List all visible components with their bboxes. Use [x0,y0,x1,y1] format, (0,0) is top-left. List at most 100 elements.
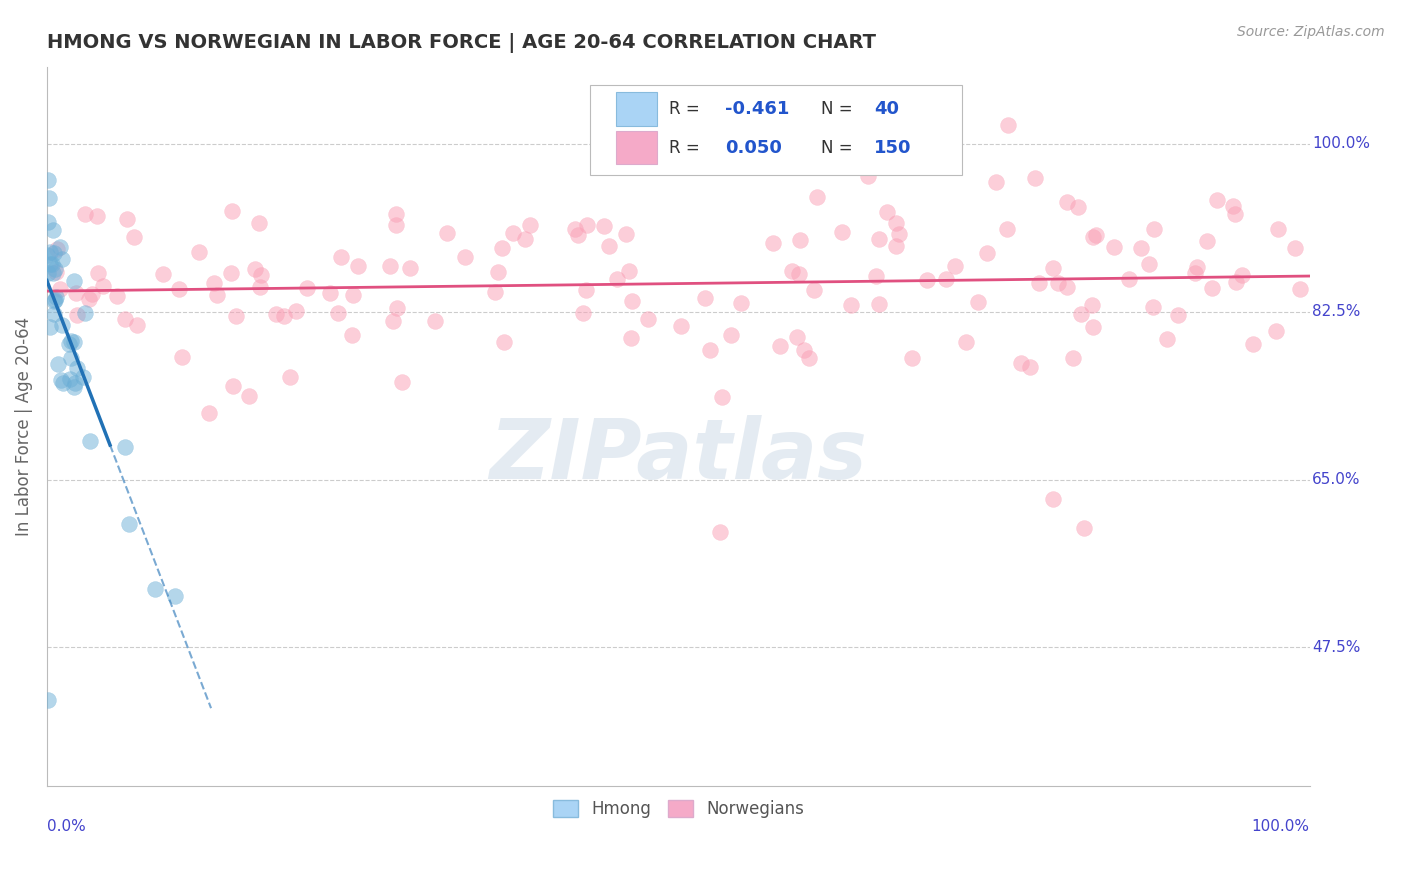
Point [1223,207,1246,221]
Point [51,252,73,266]
Point [249,280,271,294]
Point [793,343,815,357]
Point [202,276,225,290]
Point [693,291,716,305]
Point [1167,308,1189,322]
Point [48,357,70,371]
Point [1010,356,1032,370]
Point [884,216,907,230]
Point [222,378,245,392]
Point [1185,260,1208,275]
Point [1142,300,1164,314]
Point [720,328,742,343]
Point [63,376,86,390]
Point [436,226,458,240]
Text: 150: 150 [875,139,911,157]
Point [1197,235,1219,249]
Point [1070,307,1092,321]
Point [1056,194,1078,209]
Point [699,343,721,357]
Point [484,285,506,299]
Point [385,301,408,316]
Point [831,225,853,239]
Point [42,307,65,321]
Point [167,282,190,296]
Point [125,318,148,332]
Point [839,298,862,312]
Point [329,250,352,264]
Text: 0.050: 0.050 [725,139,782,157]
Point [188,244,211,259]
Point [966,294,988,309]
Text: -0.461: -0.461 [725,100,789,118]
Point [37,693,59,707]
Point [37,248,59,262]
Point [1080,298,1102,312]
Point [41,223,63,237]
Point [1156,332,1178,346]
Point [38,320,60,334]
Point [86,210,108,224]
Point [593,219,616,234]
Point [782,264,804,278]
Point [620,293,643,308]
Point [1265,324,1288,338]
Point [42,246,65,260]
Point [39,257,62,271]
Point [787,267,810,281]
Point [856,169,879,183]
Point [80,287,103,301]
Point [806,189,828,203]
Point [44,262,66,277]
Point [115,211,138,226]
Point [1024,170,1046,185]
Point [1018,360,1040,375]
Point [38,191,60,205]
Point [114,440,136,454]
Point [347,260,370,274]
Point [342,288,364,302]
Legend: Hmong, Norwegians: Hmong, Norwegians [546,793,810,825]
Point [65,286,87,301]
Point [709,525,731,540]
Point [617,264,640,278]
Point [39,244,62,259]
Point [105,289,128,303]
Point [238,389,260,403]
Point [297,281,319,295]
Point [637,312,659,326]
Point [1084,228,1107,243]
Text: R =: R = [669,139,706,157]
Point [319,286,342,301]
Point [66,360,89,375]
Text: 100.0%: 100.0% [1312,136,1371,152]
Point [576,218,599,232]
Point [564,222,586,236]
Point [1222,199,1244,213]
Point [769,338,792,352]
Point [786,330,808,344]
Point [114,311,136,326]
Point [87,266,110,280]
Point [37,266,59,280]
Point [378,259,401,273]
Point [340,328,363,343]
Point [118,517,141,532]
Point [955,334,977,349]
Point [1067,200,1090,214]
Point [250,268,273,282]
Point [219,266,242,280]
Text: 100.0%: 100.0% [1251,819,1310,834]
Point [124,230,146,244]
Point [1118,272,1140,286]
Point [1230,268,1253,282]
Point [889,227,911,241]
Point [935,272,957,286]
Point [273,309,295,323]
Point [205,288,228,302]
Point [399,260,422,275]
Point [59,372,82,386]
Point [152,268,174,282]
Point [942,155,965,169]
FancyBboxPatch shape [591,86,963,175]
